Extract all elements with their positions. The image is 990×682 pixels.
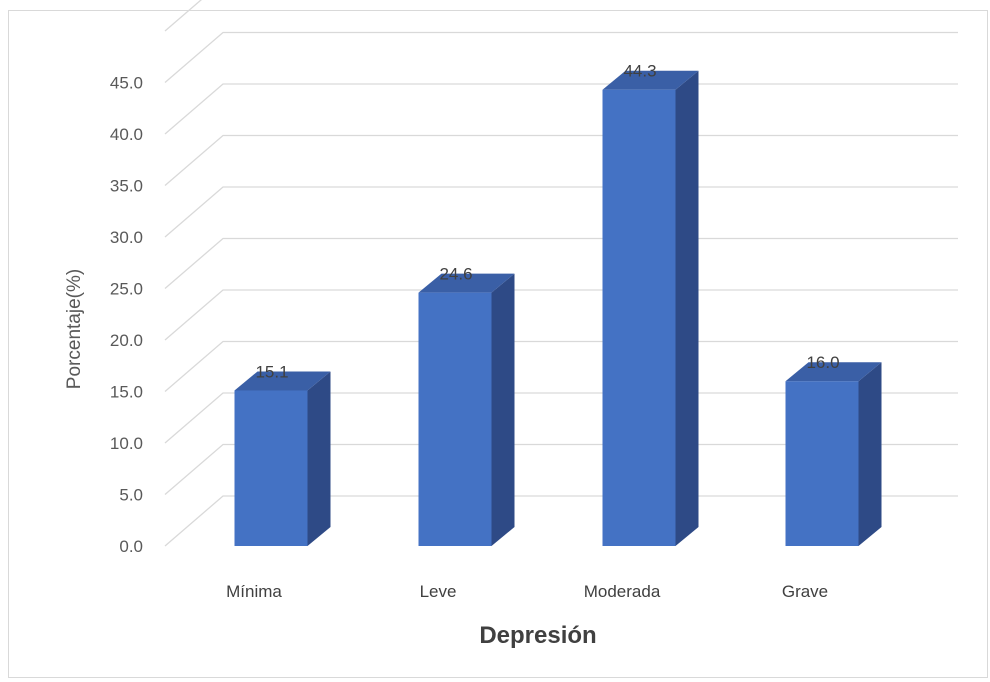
bar [785, 362, 882, 546]
y-tick-label: 25.0 [110, 280, 143, 299]
bar-side-face [858, 362, 882, 546]
gridline [164, 340, 958, 392]
gridline [164, 134, 958, 186]
gridline [164, 289, 958, 341]
y-tick-label: 20.0 [110, 331, 143, 350]
gridline [164, 31, 958, 83]
bar-top-face [418, 273, 515, 293]
y-tick-label: 35.0 [110, 177, 143, 196]
gridline [164, 83, 958, 135]
data-label: 24.6 [439, 265, 472, 284]
bar-top-face [234, 371, 331, 391]
bar-top-face [785, 362, 882, 382]
chart-frame [8, 10, 988, 678]
bar-front-face [418, 292, 492, 546]
y-tick-label: 0.0 [119, 537, 143, 556]
x-axis-categories: Mínima Leve Moderada Grave [226, 582, 828, 601]
bar-side-face [675, 70, 699, 547]
bar-front-face [602, 89, 676, 547]
y-tick-label: 40.0 [110, 125, 143, 144]
y-tick-label: 30.0 [110, 228, 143, 247]
x-category-label: Grave [782, 582, 828, 601]
bar-side-face [491, 273, 515, 546]
data-label: 15.1 [255, 362, 288, 381]
gridlines [164, 0, 958, 547]
gridline [164, 392, 958, 444]
x-category-label: Mínima [226, 582, 282, 601]
bars [234, 70, 882, 547]
x-category-label: Moderada [584, 582, 661, 601]
bar-top-face [602, 70, 699, 90]
y-tick-label: 10.0 [110, 434, 143, 453]
x-axis-title: Depresión [479, 622, 596, 649]
gridline [164, 443, 958, 495]
x-category-label: Leve [420, 582, 457, 601]
y-tick-label: 15.0 [110, 383, 143, 402]
gridline [164, 237, 958, 289]
y-tick-label: 45.0 [110, 74, 143, 93]
y-tick-label: 5.0 [119, 486, 143, 505]
data-labels: 15.1 24.6 44.3 16.0 [255, 62, 839, 382]
y-axis-ticks: 0.0 5.0 10.0 15.0 20.0 25.0 30.0 35.0 40.0 45.0 [110, 74, 143, 557]
data-label: 16.0 [806, 353, 839, 372]
bar-side-face [307, 371, 331, 546]
bar [602, 70, 699, 547]
gridline [164, 186, 958, 238]
y-axis-title: Porcentaje(%) [64, 269, 85, 389]
bar-front-face [234, 390, 308, 546]
data-label: 44.3 [623, 62, 656, 81]
bar [234, 371, 331, 546]
gridline [164, 0, 202, 32]
gridline [164, 495, 958, 547]
bar [418, 273, 515, 546]
bar-front-face [785, 381, 859, 546]
